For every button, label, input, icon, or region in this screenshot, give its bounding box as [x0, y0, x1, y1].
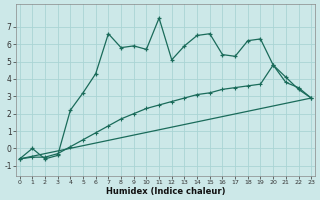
X-axis label: Humidex (Indice chaleur): Humidex (Indice chaleur)	[106, 187, 225, 196]
